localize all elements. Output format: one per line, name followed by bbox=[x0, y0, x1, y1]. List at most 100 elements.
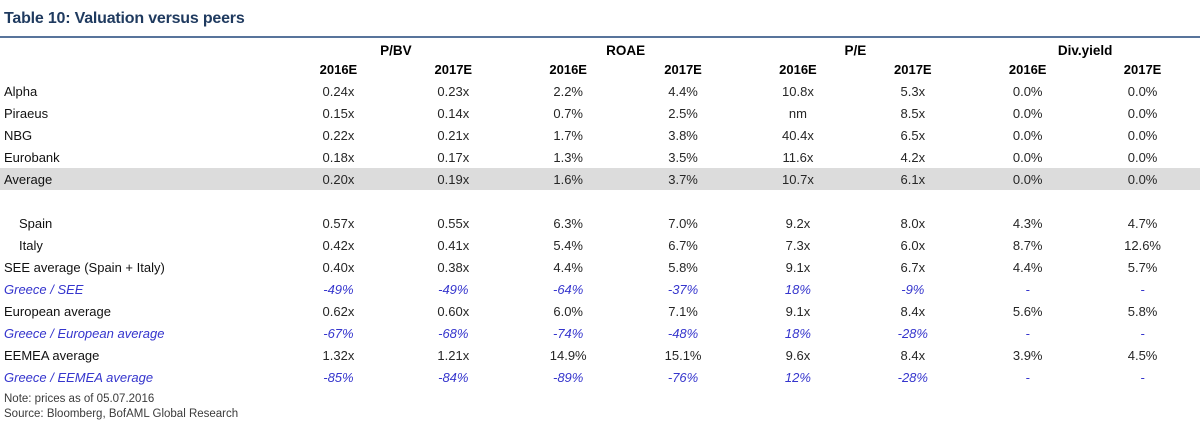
table-row: Italy 0.42x 0.41x 5.4% 6.7% 7.3x 6.0x 8.7% 12.6% bbox=[0, 234, 1200, 256]
cell-value: 7.1% bbox=[668, 303, 698, 319]
sub-header-pe-2016e: 2016E bbox=[779, 62, 817, 77]
valuation-table: P/BV ROAE P/E Div.yield 2016E 2017E 2016… bbox=[0, 38, 1200, 388]
table-row: Piraeus 0.15x 0.14x 0.7% 2.5% nm 8.5x 0.0% 0.0% bbox=[0, 102, 1200, 124]
row-label: NBG bbox=[4, 127, 33, 143]
group-header-row: P/BV ROAE P/E Div.yield bbox=[0, 38, 1200, 59]
cell-value: 6.5x bbox=[900, 127, 926, 143]
cell-value: 3.8% bbox=[668, 127, 698, 143]
cell-value: 3.7% bbox=[668, 171, 698, 187]
cell-value: -49% bbox=[438, 281, 469, 297]
table-row: Alpha 0.24x 0.23x 2.2% 4.4% 10.8x 5.3x 0.0% 0.0% bbox=[0, 80, 1200, 102]
cell-value: 8.0x bbox=[900, 215, 926, 231]
cell-value: 0.21x bbox=[437, 127, 470, 143]
cell-value: 9.2x bbox=[785, 215, 811, 231]
cell-value: 0.0% bbox=[1127, 171, 1158, 187]
cell-value: 7.3x bbox=[785, 237, 811, 253]
cell-value: 0.57x bbox=[322, 215, 355, 231]
cell-value: - bbox=[1140, 369, 1145, 385]
cell-value: 0.0% bbox=[1012, 83, 1043, 99]
cell-value: 0.15x bbox=[322, 105, 355, 121]
cell-value bbox=[511, 190, 626, 212]
cell-value: 0.42x bbox=[322, 237, 355, 253]
group-header-spacer bbox=[0, 38, 281, 59]
cell-value: 8.4x bbox=[900, 303, 926, 319]
cell-value: 8.4x bbox=[900, 347, 926, 363]
cell-value: 0.0% bbox=[1127, 127, 1158, 143]
cell-value bbox=[281, 190, 396, 212]
cell-value: -76% bbox=[667, 369, 699, 385]
cell-value: 0.62x bbox=[322, 303, 355, 319]
cell-value: 0.0% bbox=[1012, 171, 1043, 187]
cell-value: 0.38x bbox=[437, 259, 470, 275]
sub-header-roae-2016e: 2016E bbox=[549, 62, 587, 77]
research-table-page: Table 10: Valuation versus peers P/BV RO… bbox=[0, 10, 1200, 420]
cell-value: 4.4% bbox=[1012, 259, 1043, 275]
row-label: Spain bbox=[19, 215, 53, 231]
cell-value: 2.2% bbox=[553, 83, 583, 99]
cell-value: 0.0% bbox=[1012, 149, 1043, 165]
cell-value: -84% bbox=[438, 369, 469, 385]
table-row: Greece / European average -67% -68% -74% -48… bbox=[0, 322, 1200, 344]
table-row: Spain 0.57x 0.55x 6.3% 7.0% 9.2x 8.0x 4.3% 4.7% bbox=[0, 212, 1200, 234]
cell-value: 5.8% bbox=[668, 259, 698, 275]
cell-value: 3.5% bbox=[668, 149, 698, 165]
cell-value: 18% bbox=[784, 325, 811, 341]
cell-value: - bbox=[1025, 325, 1030, 341]
table-header: P/BV ROAE P/E Div.yield 2016E 2017E 2016… bbox=[0, 38, 1200, 80]
row-label: Greece / European average bbox=[4, 325, 165, 341]
cell-value: 4.7% bbox=[1127, 215, 1158, 231]
cell-value: 0.0% bbox=[1127, 105, 1158, 121]
cell-value: -28% bbox=[897, 369, 928, 385]
group-header-pbv: P/BV bbox=[380, 43, 412, 58]
cell-value: 10.7x bbox=[782, 171, 814, 187]
table-row: Greece / SEE -49% -49% -64% -37% 18% -9% - - bbox=[0, 278, 1200, 300]
sub-header-pbv-2016e: 2016E bbox=[319, 62, 358, 77]
cell-value: 0.0% bbox=[1012, 127, 1043, 143]
cell-value: 0.40x bbox=[322, 259, 355, 275]
cell-value: 11.6x bbox=[782, 149, 814, 165]
group-header-divyield: Div.yield bbox=[1057, 43, 1113, 58]
cell-value: - bbox=[1025, 369, 1030, 385]
cell-value: 0.55x bbox=[437, 215, 470, 231]
cell-value: 5.6% bbox=[1012, 303, 1043, 319]
cell-value: -9% bbox=[901, 281, 925, 297]
cell-value: 9.1x bbox=[785, 303, 811, 319]
group-header-pe: P/E bbox=[844, 43, 867, 58]
table-row: Eurobank 0.18x 0.17x 1.3% 3.5% 11.6x 4.2x 0.0% 0… bbox=[0, 146, 1200, 168]
row-label: Alpha bbox=[4, 83, 38, 99]
note-line: Note: prices as of 05.07.2016 bbox=[4, 393, 155, 405]
cell-value: 0.41x bbox=[437, 237, 470, 253]
table-body: Alpha 0.24x 0.23x 2.2% 4.4% 10.8x 5.3x 0.0% 0.0%… bbox=[0, 80, 1200, 388]
cell-value: 1.7% bbox=[553, 127, 583, 143]
cell-value: 12.6% bbox=[1124, 237, 1161, 253]
spacer-row bbox=[0, 190, 1200, 212]
table-row: SEE average (Spain + Italy) 0.40x 0.38x 4.4… bbox=[0, 256, 1200, 278]
table-row: EEMEA average 1.32x 1.21x 14.9% 15.1% 9.6x 8.4… bbox=[0, 344, 1200, 366]
cell-value: 1.21x bbox=[437, 347, 470, 363]
cell-value: 5.4% bbox=[553, 237, 583, 253]
cell-value: 4.2x bbox=[900, 149, 926, 165]
cell-value: 4.3% bbox=[1012, 215, 1043, 231]
cell-value: 8.5x bbox=[900, 105, 926, 121]
sub-header-spacer bbox=[0, 59, 281, 80]
cell-value bbox=[855, 190, 970, 212]
cell-value bbox=[1085, 190, 1200, 212]
row-label: European average bbox=[4, 303, 111, 319]
cell-value: 9.6x bbox=[785, 347, 811, 363]
cell-value: 6.7% bbox=[668, 237, 698, 253]
cell-value: 0.0% bbox=[1012, 105, 1043, 121]
cell-value: 0.17x bbox=[437, 149, 470, 165]
row-label: SEE average (Spain + Italy) bbox=[4, 259, 165, 275]
cell-value: -85% bbox=[323, 369, 354, 385]
row-label bbox=[0, 190, 281, 212]
row-label: EEMEA average bbox=[4, 347, 100, 363]
row-label: Average bbox=[4, 171, 53, 187]
cell-value: 0.14x bbox=[437, 105, 470, 121]
row-label: Italy bbox=[19, 237, 43, 253]
table-row: European average 0.62x 0.60x 6.0% 7.1% 9.1x 8.… bbox=[0, 300, 1200, 322]
sub-header-row: 2016E 2017E 2016E 2017E 2016E 2017E 2016… bbox=[0, 59, 1200, 80]
cell-value: 0.60x bbox=[437, 303, 470, 319]
sub-header-divyield-2016e: 2016E bbox=[1008, 62, 1047, 77]
sub-header-pbv-2017e: 2017E bbox=[434, 62, 473, 77]
cell-value: 10.8x bbox=[782, 83, 814, 99]
